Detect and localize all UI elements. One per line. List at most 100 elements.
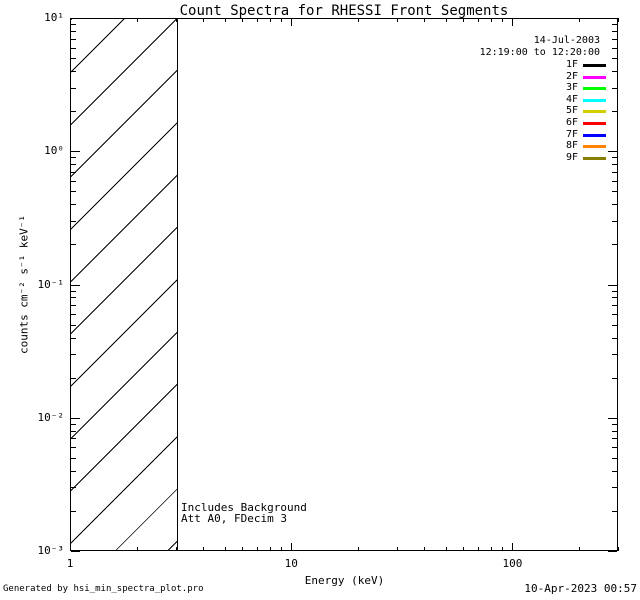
y-tick xyxy=(612,297,617,298)
legend-color-swatch xyxy=(583,98,606,102)
legend-entry-label: 6F xyxy=(565,117,578,128)
y-tick xyxy=(71,458,76,459)
legend-entry: 9F xyxy=(566,152,606,164)
y-tick xyxy=(71,151,80,152)
annotation-background: Includes Background xyxy=(181,501,307,514)
y-tick xyxy=(71,438,76,439)
y-tick xyxy=(608,418,617,419)
legend-entry-label: 3F xyxy=(565,82,578,93)
y-tick xyxy=(612,24,617,25)
y-tick xyxy=(612,58,617,59)
x-tick xyxy=(203,18,204,22)
x-tick xyxy=(70,18,71,26)
x-tick xyxy=(618,18,619,22)
x-tick xyxy=(270,18,271,22)
legend-entry-label: 5F xyxy=(565,105,578,116)
x-tick xyxy=(512,18,513,26)
y-tick xyxy=(608,151,617,152)
legend-entry: 2F xyxy=(566,71,606,83)
legend-color-swatch xyxy=(583,121,606,125)
legend-color-swatch xyxy=(583,144,606,148)
y-tick xyxy=(612,471,617,472)
y-tick xyxy=(71,71,76,72)
y-tick xyxy=(71,471,76,472)
y-tick xyxy=(71,157,76,158)
x-tick xyxy=(478,547,479,551)
y-tick xyxy=(612,325,617,326)
legend-color-swatch xyxy=(583,133,606,137)
legend-entry-label: 7F xyxy=(565,129,578,140)
y-tick xyxy=(612,111,617,112)
x-tick xyxy=(291,543,292,551)
y-tick xyxy=(612,378,617,379)
x-tick-label: 10 xyxy=(284,557,298,570)
x-tick xyxy=(281,18,282,22)
y-tick xyxy=(612,291,617,292)
render-timestamp: 10-Apr-2023 00:57 xyxy=(524,582,637,595)
y-tick xyxy=(71,48,76,49)
legend-entry-label: 9F xyxy=(565,152,578,163)
y-tick xyxy=(71,204,76,205)
y-tick xyxy=(71,418,80,419)
x-tick xyxy=(397,547,398,551)
legend-entry: 6F xyxy=(566,117,606,129)
x-tick xyxy=(397,18,398,22)
y-axis-title: counts cm⁻² s⁻¹ keV⁻¹ xyxy=(17,214,31,355)
x-tick xyxy=(491,18,492,22)
y-tick xyxy=(612,191,617,192)
legend-entry: 5F xyxy=(566,105,606,117)
x-tick xyxy=(225,18,226,22)
x-tick xyxy=(270,547,271,551)
legend-entry-label: 1F xyxy=(565,59,578,70)
y-tick-label: 10⁻³ xyxy=(37,544,65,557)
y-tick xyxy=(612,438,617,439)
x-tick xyxy=(203,547,204,551)
x-tick xyxy=(502,18,503,22)
y-tick-label: 10⁻¹ xyxy=(37,277,65,291)
y-tick xyxy=(612,314,617,315)
y-tick xyxy=(71,58,76,59)
legend-time-range: 12:19:00 to 12:20:00 xyxy=(479,47,600,58)
legend-color-swatch xyxy=(583,75,606,79)
y-tick xyxy=(612,244,617,245)
x-tick xyxy=(176,547,177,551)
y-tick xyxy=(71,24,76,25)
y-tick xyxy=(612,424,617,425)
y-tick xyxy=(71,291,76,292)
x-tick xyxy=(257,18,258,22)
x-tick xyxy=(291,18,292,26)
y-tick xyxy=(612,181,617,182)
y-tick xyxy=(612,164,617,165)
x-tick xyxy=(176,18,177,22)
annotation-attenuator: Att A0, FDecim 3 xyxy=(181,512,287,525)
x-tick xyxy=(478,18,479,22)
x-tick xyxy=(242,18,243,22)
x-tick xyxy=(225,547,226,551)
y-tick xyxy=(71,314,76,315)
y-tick xyxy=(612,487,617,488)
y-tick xyxy=(612,48,617,49)
y-tick xyxy=(612,305,617,306)
y-tick xyxy=(71,424,76,425)
y-tick xyxy=(612,172,617,173)
y-tick xyxy=(71,378,76,379)
legend-entry: 3F xyxy=(566,82,606,94)
y-tick xyxy=(71,354,76,355)
y-tick-label: 10⁻² xyxy=(37,410,65,424)
legend-entry-label: 8F xyxy=(565,140,578,151)
x-tick xyxy=(257,547,258,551)
y-tick xyxy=(71,431,76,432)
legend-entry: 8F xyxy=(566,140,606,152)
x-tick xyxy=(491,547,492,551)
y-tick xyxy=(612,511,617,512)
x-tick xyxy=(446,18,447,22)
legend-color-swatch xyxy=(583,156,606,160)
x-tick-label: 100 xyxy=(502,557,523,570)
y-tick xyxy=(612,71,617,72)
legend-entry-label: 2F xyxy=(565,71,578,82)
y-tick xyxy=(71,297,76,298)
y-tick xyxy=(608,285,617,286)
x-tick xyxy=(579,547,580,551)
legend-entry: 1F xyxy=(566,59,606,71)
